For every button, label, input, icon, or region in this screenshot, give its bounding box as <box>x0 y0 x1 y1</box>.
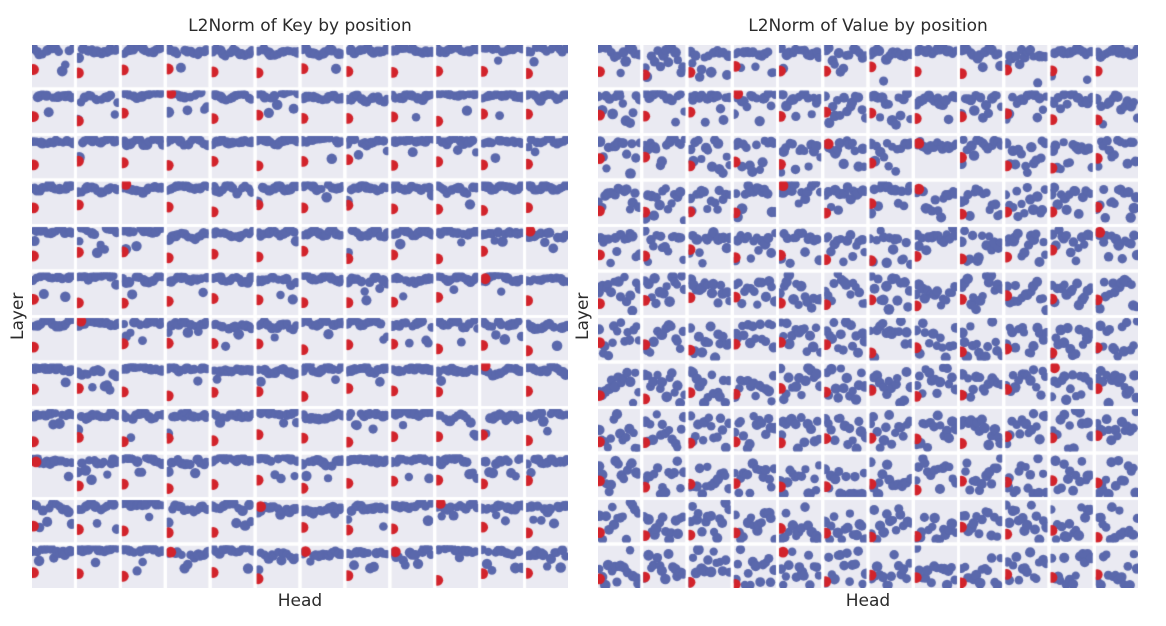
value-panel-ylabel: Layer <box>573 292 593 341</box>
value-panel-xlabel: Head <box>845 591 891 611</box>
key-panel-scatter-grid <box>32 45 568 588</box>
key-panel-title: L2Norm of Key by position <box>188 16 412 36</box>
value-panel-scatter-grid <box>598 45 1138 588</box>
key-panel-xlabel: Head <box>277 591 323 611</box>
value-panel-title: L2Norm of Value by position <box>748 16 988 36</box>
key-panel-ylabel: Layer <box>8 292 28 341</box>
